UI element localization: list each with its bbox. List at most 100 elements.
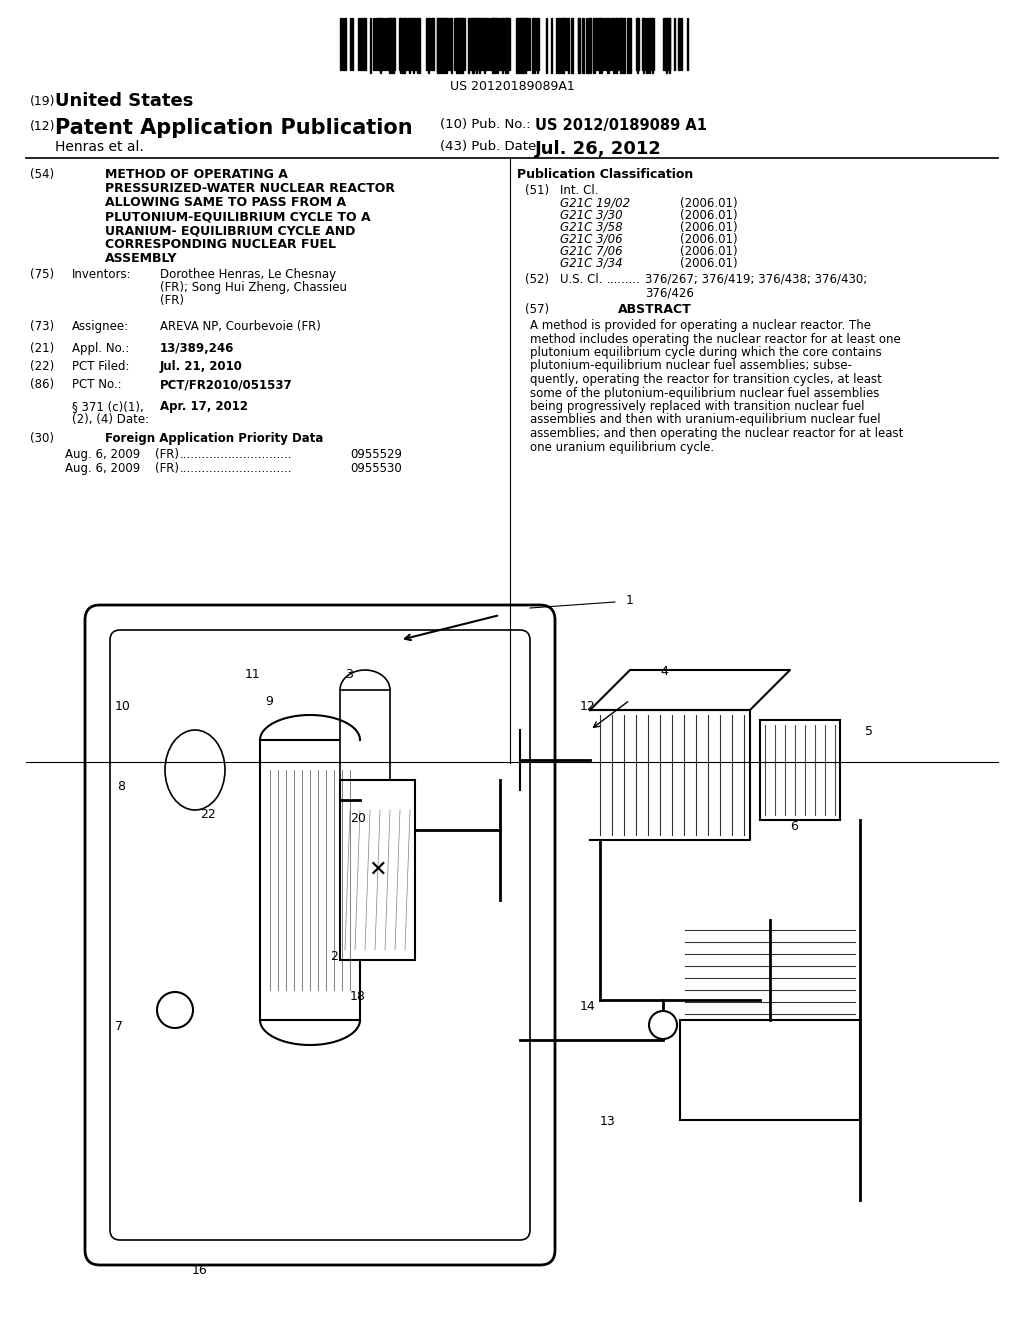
Bar	[437, 18, 439, 70]
Text: 376/267; 376/419; 376/438; 376/430;: 376/267; 376/419; 376/438; 376/430;	[645, 273, 867, 286]
Text: G21C 3/34: G21C 3/34	[560, 257, 623, 271]
Bar	[629, 18, 631, 73]
Bar	[760, 719, 840, 820]
Bar	[411, 18, 413, 70]
Text: 0955530: 0955530	[350, 462, 401, 475]
Text: (12): (12)	[30, 120, 55, 133]
Bar	[460, 18, 463, 73]
Bar	[340, 780, 415, 960]
Bar	[522, 18, 524, 70]
Text: ALLOWING SAME TO PASS FROM A: ALLOWING SAME TO PASS FROM A	[105, 195, 346, 209]
Bar	[260, 741, 360, 1020]
Text: US 2012/0189089 A1: US 2012/0189089 A1	[535, 117, 707, 133]
Bar	[431, 18, 434, 70]
Text: A method is provided for operating a nuclear reactor. The: A method is provided for operating a nuc…	[530, 319, 871, 333]
Text: .........: .........	[607, 273, 641, 286]
Circle shape	[157, 993, 193, 1028]
Bar	[389, 18, 391, 73]
Text: (73): (73)	[30, 319, 54, 333]
Text: URANIUM- EQUILIBRIUM CYCLE AND: URANIUM- EQUILIBRIUM CYCLE AND	[105, 224, 355, 238]
Text: being progressively replaced with transition nuclear fuel: being progressively replaced with transi…	[530, 400, 864, 413]
Text: (52): (52)	[525, 273, 549, 286]
Text: ..............................: ..............................	[180, 462, 293, 475]
Text: Dorothee Henras, Le Chesnay: Dorothee Henras, Le Chesnay	[160, 268, 336, 281]
Bar	[377, 18, 380, 70]
Text: U.S. Cl.: U.S. Cl.	[560, 273, 602, 286]
Bar	[428, 18, 430, 70]
Bar	[490, 18, 494, 70]
Bar	[476, 18, 479, 70]
Text: 13/389,246: 13/389,246	[160, 342, 234, 355]
Text: 14: 14	[580, 1001, 596, 1012]
Text: (2006.01): (2006.01)	[680, 234, 737, 246]
Text: some of the plutonium-equilibrium nuclear fuel assemblies: some of the plutonium-equilibrium nuclea…	[530, 387, 880, 400]
Bar	[680, 1020, 860, 1119]
Text: 16: 16	[193, 1263, 208, 1276]
Bar	[663, 18, 666, 70]
Text: 0955529: 0955529	[350, 447, 402, 461]
Bar	[402, 18, 406, 73]
Text: 7: 7	[115, 1020, 123, 1034]
Bar	[646, 18, 648, 73]
Ellipse shape	[165, 730, 225, 810]
Text: (2006.01): (2006.01)	[680, 209, 737, 222]
Text: ..............................: ..............................	[180, 447, 293, 461]
Bar	[486, 18, 488, 70]
Bar	[381, 18, 383, 70]
Bar	[589, 18, 591, 70]
Text: (21): (21)	[30, 342, 54, 355]
Bar	[616, 18, 618, 70]
Text: Aug. 6, 2009: Aug. 6, 2009	[65, 447, 140, 461]
Bar	[444, 18, 446, 70]
Text: (19): (19)	[30, 95, 55, 108]
Bar	[678, 18, 680, 70]
Bar	[344, 18, 346, 70]
Text: 13: 13	[600, 1115, 615, 1129]
Text: (2006.01): (2006.01)	[680, 220, 737, 234]
Text: METHOD OF OPERATING A: METHOD OF OPERATING A	[105, 168, 288, 181]
Text: G21C 3/06: G21C 3/06	[560, 234, 623, 246]
Text: plutonium-equilibrium nuclear fuel assemblies; subse-: plutonium-equilibrium nuclear fuel assem…	[530, 359, 852, 372]
Bar	[470, 18, 472, 70]
Bar	[578, 18, 580, 73]
Bar	[506, 18, 508, 70]
Bar	[562, 18, 564, 73]
Text: ASSEMBLY: ASSEMBLY	[105, 252, 177, 265]
Bar	[521, 18, 524, 73]
Text: Inventors:: Inventors:	[72, 268, 132, 281]
Text: 5: 5	[865, 725, 873, 738]
Text: Patent Application Publication: Patent Application Publication	[55, 117, 413, 139]
Bar	[456, 18, 459, 73]
Text: (30): (30)	[30, 432, 54, 445]
Text: AREVA NP, Courbevoie (FR): AREVA NP, Courbevoie (FR)	[160, 319, 321, 333]
FancyBboxPatch shape	[85, 605, 555, 1265]
Text: Aug. 6, 2009: Aug. 6, 2009	[65, 462, 140, 475]
Bar	[597, 18, 599, 70]
Bar	[392, 18, 394, 73]
Text: (2006.01): (2006.01)	[680, 197, 737, 210]
Text: 1: 1	[626, 594, 634, 606]
Bar	[440, 18, 443, 70]
Text: 9: 9	[265, 696, 272, 708]
Bar	[582, 18, 584, 73]
Text: Foreign Application Priority Data: Foreign Application Priority Data	[105, 432, 324, 445]
FancyBboxPatch shape	[110, 630, 530, 1239]
Bar	[613, 18, 615, 73]
Text: (51): (51)	[525, 183, 549, 197]
Bar	[516, 18, 518, 73]
Bar	[340, 690, 390, 810]
Text: G21C 19/02: G21C 19/02	[560, 197, 630, 210]
Bar	[414, 18, 417, 70]
Text: 376/426: 376/426	[645, 286, 694, 300]
Text: 10: 10	[115, 700, 131, 713]
Bar	[565, 18, 568, 70]
Text: (2006.01): (2006.01)	[680, 257, 737, 271]
Text: ✕: ✕	[369, 861, 387, 880]
Text: US 20120189089A1: US 20120189089A1	[450, 81, 574, 92]
Text: PCT Filed:: PCT Filed:	[72, 360, 129, 374]
Bar	[505, 18, 508, 73]
Bar	[492, 18, 494, 73]
Bar	[360, 18, 362, 70]
Text: one uranium equilibrium cycle.: one uranium equilibrium cycle.	[530, 441, 714, 454]
Text: Henras et al.: Henras et al.	[55, 140, 143, 154]
